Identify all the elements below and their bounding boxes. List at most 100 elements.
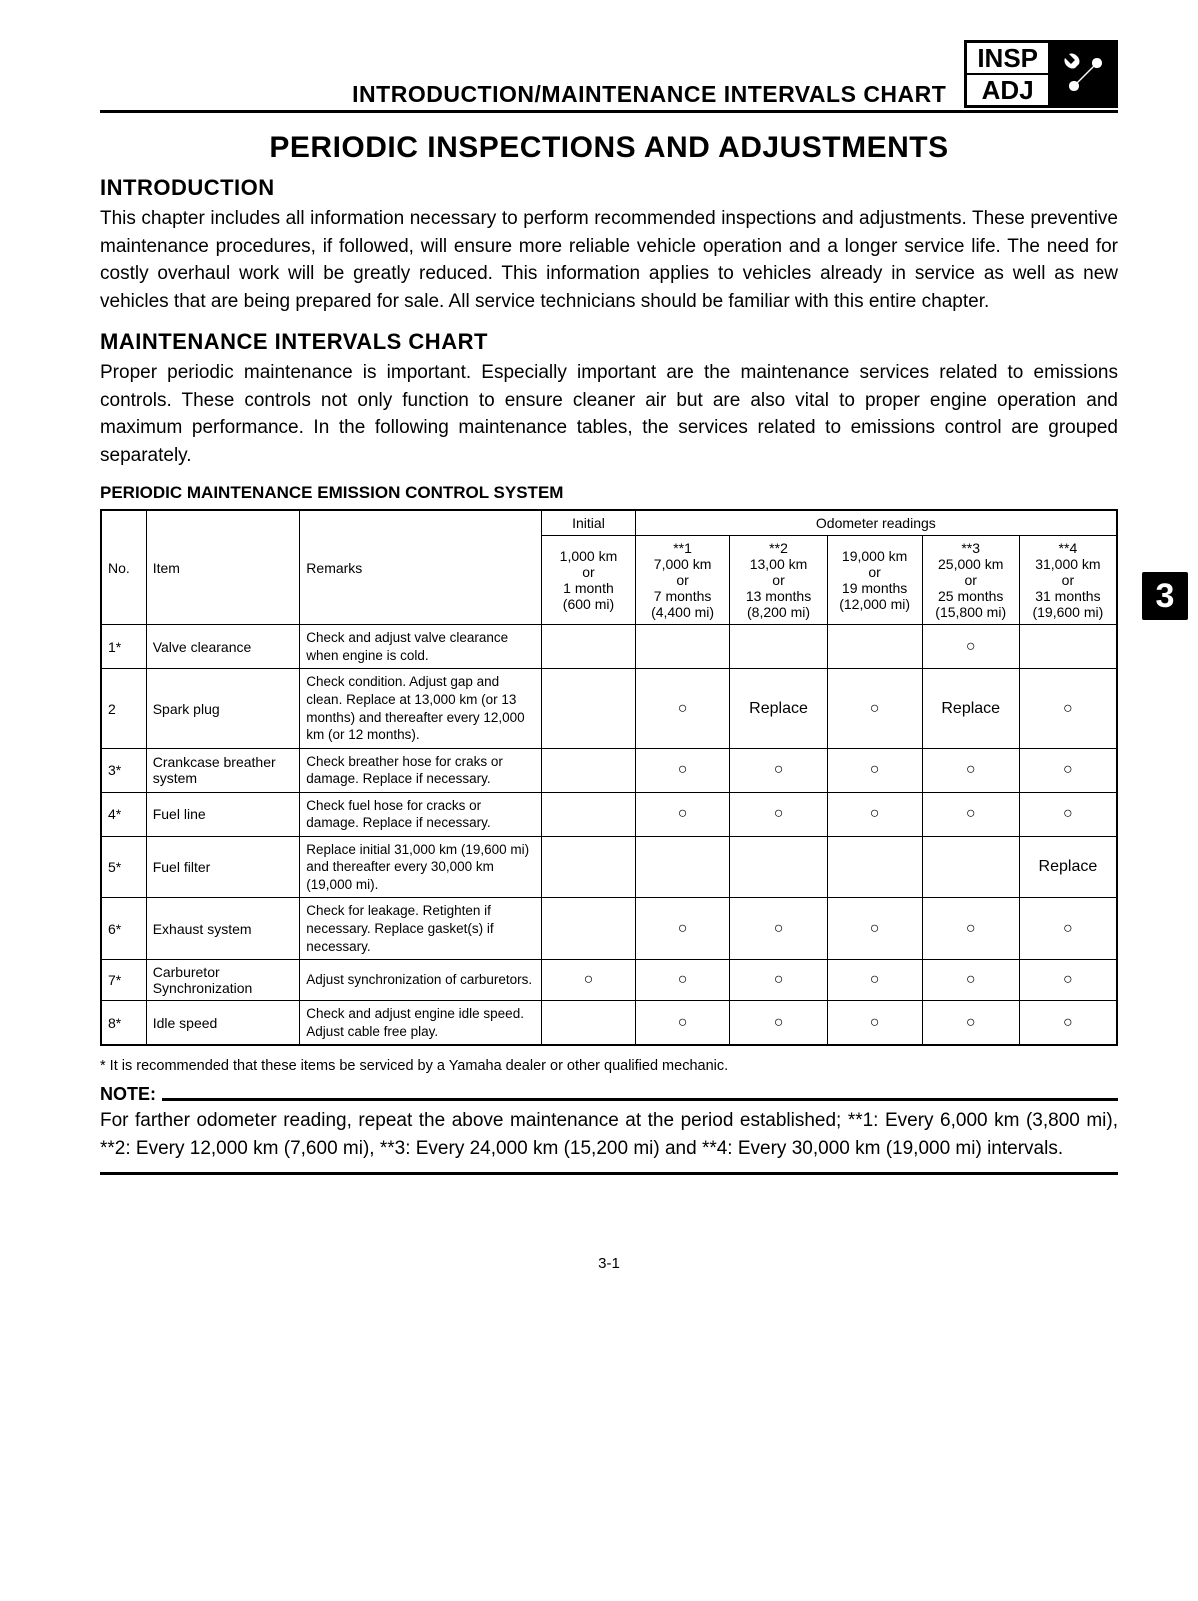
cell-remarks: Check condition. Adjust gap and clean. R… <box>300 669 542 748</box>
cell-item: Crankcase breather system <box>146 748 300 792</box>
col-header-initial-sub: 1,000 km or 1 month (600 mi) <box>542 536 635 625</box>
cell-interval: ○ <box>635 960 730 1001</box>
cell-interval <box>1019 625 1117 669</box>
cell-remarks: Check and adjust engine idle speed. Adju… <box>300 1001 542 1046</box>
cell-interval: ○ <box>827 898 922 960</box>
cell-interval: ○ <box>1019 898 1117 960</box>
cell-interval <box>542 1001 635 1046</box>
cell-interval <box>635 836 730 898</box>
cell-interval <box>542 836 635 898</box>
cell-no: 4* <box>101 792 146 836</box>
cell-interval <box>730 625 827 669</box>
cell-interval: Replace <box>1019 836 1117 898</box>
cell-no: 5* <box>101 836 146 898</box>
cell-remarks: Check breather hose for craks or damage.… <box>300 748 542 792</box>
col-header-item: Item <box>146 510 300 625</box>
intro-heading: INTRODUCTION <box>100 175 1118 201</box>
cell-interval: Replace <box>730 669 827 748</box>
col-header-remarks: Remarks <box>300 510 542 625</box>
page-header: INTRODUCTION/MAINTENANCE INTERVALS CHART… <box>100 40 1118 113</box>
cell-interval: ○ <box>827 1001 922 1046</box>
cell-interval <box>542 792 635 836</box>
cell-interval <box>730 836 827 898</box>
chart-heading: MAINTENANCE INTERVALS CHART <box>100 329 1118 355</box>
table-row: 5*Fuel filterReplace initial 31,000 km (… <box>101 836 1117 898</box>
cell-interval <box>542 898 635 960</box>
note-rule <box>162 1098 1118 1101</box>
cell-interval <box>542 748 635 792</box>
col-header-c1: **1 7,000 km or 7 months (4,400 mi) <box>635 536 730 625</box>
cell-interval: ○ <box>922 748 1019 792</box>
header-chart-title: INTRODUCTION/MAINTENANCE INTERVALS CHART <box>100 81 956 108</box>
badge-bottom: ADJ <box>967 75 1048 105</box>
cell-interval: ○ <box>922 792 1019 836</box>
cell-interval <box>922 836 1019 898</box>
col-header-initial: Initial <box>542 510 635 536</box>
table-row: 1*Valve clearanceCheck and adjust valve … <box>101 625 1117 669</box>
page-title: PERIODIC INSPECTIONS AND ADJUSTMENTS <box>100 131 1118 165</box>
cell-item: Valve clearance <box>146 625 300 669</box>
table-footnote: * It is recommended that these items be … <box>100 1058 1118 1074</box>
note-text: For farther odometer reading, repeat the… <box>100 1107 1118 1175</box>
table-row: 8*Idle speedCheck and adjust engine idle… <box>101 1001 1117 1046</box>
cell-interval: ○ <box>922 1001 1019 1046</box>
cell-interval <box>827 625 922 669</box>
cell-remarks: Check for leakage. Retighten if necessar… <box>300 898 542 960</box>
cell-interval: ○ <box>1019 960 1117 1001</box>
cell-item: Carburetor Synchronization <box>146 960 300 1001</box>
table-title: PERIODIC MAINTENANCE EMISSION CONTROL SY… <box>100 483 1118 503</box>
cell-no: 8* <box>101 1001 146 1046</box>
cell-interval: ○ <box>827 960 922 1001</box>
cell-item: Fuel line <box>146 792 300 836</box>
table-row: 3*Crankcase breather systemCheck breathe… <box>101 748 1117 792</box>
cell-interval <box>542 625 635 669</box>
header-badge: INSP ADJ <box>964 40 1118 108</box>
cell-interval: ○ <box>827 748 922 792</box>
page-number: 3-1 <box>100 1255 1118 1272</box>
cell-interval: ○ <box>635 792 730 836</box>
note-label: NOTE: <box>100 1084 162 1105</box>
cell-no: 7* <box>101 960 146 1001</box>
cell-interval: ○ <box>730 960 827 1001</box>
cell-interval <box>827 836 922 898</box>
cell-no: 1* <box>101 625 146 669</box>
col-header-c4: **3 25,000 km or 25 months (15,800 mi) <box>922 536 1019 625</box>
badge-top: INSP <box>967 43 1048 75</box>
cell-interval: ○ <box>730 1001 827 1046</box>
intro-text: This chapter includes all information ne… <box>100 205 1118 315</box>
chart-text: Proper periodic maintenance is important… <box>100 359 1118 469</box>
cell-interval <box>635 625 730 669</box>
cell-no: 2 <box>101 669 146 748</box>
cell-interval: ○ <box>1019 792 1117 836</box>
col-header-c3: 19,000 km or 19 months (12,000 mi) <box>827 536 922 625</box>
col-header-no: No. <box>101 510 146 625</box>
table-row: 6*Exhaust systemCheck for leakage. Retig… <box>101 898 1117 960</box>
cell-interval: ○ <box>827 669 922 748</box>
cell-remarks: Replace initial 31,000 km (19,600 mi) an… <box>300 836 542 898</box>
cell-interval: ○ <box>730 898 827 960</box>
cell-item: Spark plug <box>146 669 300 748</box>
cell-item: Idle speed <box>146 1001 300 1046</box>
wrench-icon <box>1051 43 1115 105</box>
col-header-c5: **4 31,000 km or 31 months (19,600 mi) <box>1019 536 1117 625</box>
table-row: 7*Carburetor SynchronizationAdjust synch… <box>101 960 1117 1001</box>
chapter-tab: 3 <box>1142 572 1188 620</box>
cell-interval <box>542 669 635 748</box>
cell-interval: ○ <box>827 792 922 836</box>
cell-interval: ○ <box>922 898 1019 960</box>
cell-interval: ○ <box>542 960 635 1001</box>
cell-interval: ○ <box>635 669 730 748</box>
cell-interval: ○ <box>635 1001 730 1046</box>
cell-item: Exhaust system <box>146 898 300 960</box>
cell-interval: ○ <box>1019 1001 1117 1046</box>
cell-remarks: Check fuel hose for cracks or damage. Re… <box>300 792 542 836</box>
cell-no: 6* <box>101 898 146 960</box>
cell-interval: ○ <box>730 748 827 792</box>
cell-interval: Replace <box>922 669 1019 748</box>
cell-remarks: Adjust synchronization of carburetors. <box>300 960 542 1001</box>
cell-interval: ○ <box>1019 748 1117 792</box>
cell-interval: ○ <box>922 625 1019 669</box>
cell-interval: ○ <box>922 960 1019 1001</box>
cell-interval: ○ <box>635 898 730 960</box>
cell-interval: ○ <box>730 792 827 836</box>
